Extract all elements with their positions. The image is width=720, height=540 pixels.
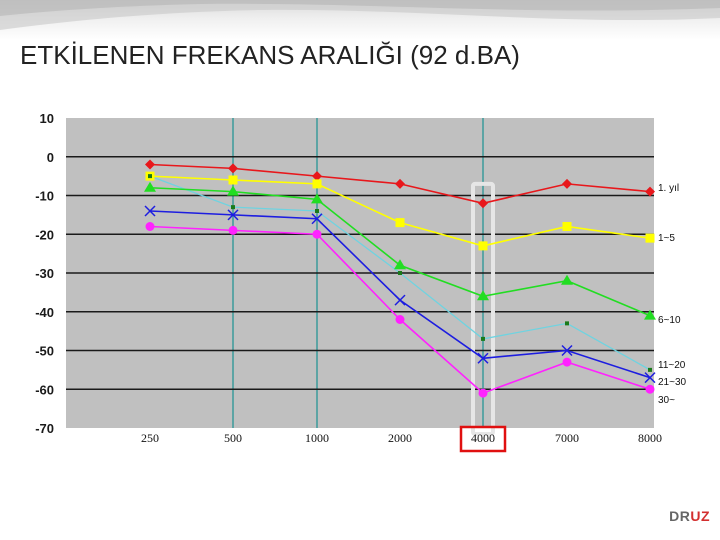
data-point-square (478, 241, 488, 251)
data-point-triangle (144, 181, 156, 192)
data-point-dot (231, 205, 235, 210)
data-point-triangle (311, 193, 323, 204)
data-point-diamond (145, 159, 155, 170)
highlight-column-box (471, 181, 495, 436)
data-point-triangle (227, 185, 239, 196)
y-tick-label: -60 (35, 382, 54, 397)
x-tick-label: 2000 (388, 431, 412, 445)
decorative-swoosh (0, 0, 720, 30)
data-point-square (228, 175, 238, 185)
x-tick-label: 1000 (305, 431, 329, 445)
y-tick-label: -20 (35, 227, 54, 242)
data-point-dot (648, 367, 652, 372)
data-point-circle (312, 229, 322, 239)
data-point-square (395, 218, 405, 228)
data-point-square (645, 233, 655, 243)
data-point-x (227, 209, 239, 221)
data-point-x (644, 372, 656, 384)
y-tick-label: 10 (40, 111, 54, 126)
highlight-label-box (459, 425, 507, 453)
data-point-dot (565, 321, 569, 326)
legend-label: 6~10 (658, 315, 681, 326)
x-tick-label: 500 (224, 431, 242, 445)
legend-label: 1. yıl (658, 183, 679, 194)
y-tick-label: -30 (35, 266, 54, 281)
data-point-circle (562, 357, 572, 367)
data-point-diamond (312, 171, 322, 182)
data-point-x (394, 294, 406, 306)
x-tick-label: 7000 (555, 431, 579, 445)
data-point-x (561, 344, 573, 357)
data-point-diamond (478, 198, 488, 209)
data-point-diamond (645, 186, 655, 197)
data-point-square (562, 222, 572, 231)
data-point-triangle (561, 274, 573, 285)
x-tick-label: 8000 (638, 431, 662, 445)
y-tick-label: -50 (35, 344, 54, 359)
data-point-diamond (562, 178, 572, 189)
data-point-circle (395, 315, 405, 324)
data-point-circle (228, 225, 238, 235)
legend-label: 30~ (658, 395, 675, 406)
data-point-triangle (477, 290, 489, 301)
brand-text-uz: UZ (690, 508, 710, 524)
data-point-circle (645, 384, 655, 394)
data-point-circle (478, 388, 488, 398)
data-point-triangle (644, 309, 656, 320)
data-point-square (312, 179, 322, 189)
data-point-dot (148, 174, 152, 179)
legend-label: 1~5 (658, 233, 675, 244)
data-point-diamond (228, 163, 238, 174)
brand-text-dr: DR (669, 508, 691, 524)
y-tick-label: -10 (35, 189, 54, 204)
data-point-dot (481, 336, 485, 341)
brand-logo: DRUZ (669, 508, 710, 524)
legend-label: 11~20 (658, 360, 686, 371)
slide-title: ETKİLENEN FREKANS ARALIĞI (92 d.BA) (20, 40, 520, 70)
y-tick-label: -70 (35, 421, 54, 436)
data-point-dot (315, 209, 319, 213)
y-tick-label: 0 (47, 150, 54, 165)
data-point-dot (398, 271, 402, 275)
data-point-circle (145, 222, 155, 231)
data-point-x (144, 205, 156, 217)
data-point-x (477, 352, 489, 364)
x-tick-label: 4000 (471, 431, 495, 445)
y-tick-label: -40 (35, 305, 54, 320)
x-tick-label: 250 (141, 431, 159, 445)
data-point-x (311, 213, 323, 225)
legend-label: 21~30 (658, 377, 687, 388)
data-point-triangle (394, 259, 406, 270)
data-point-diamond (395, 178, 405, 189)
